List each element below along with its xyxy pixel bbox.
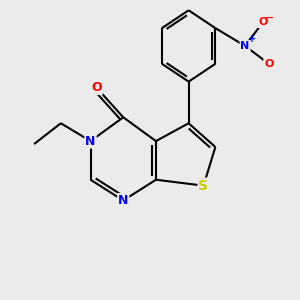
Text: N: N xyxy=(241,41,250,51)
Text: O: O xyxy=(264,59,274,69)
Text: S: S xyxy=(199,179,208,193)
Text: O: O xyxy=(258,17,268,27)
Text: +: + xyxy=(248,34,256,44)
Text: −: − xyxy=(265,13,274,23)
Text: N: N xyxy=(118,194,128,207)
Text: N: N xyxy=(85,135,96,148)
Text: O: O xyxy=(91,81,102,94)
